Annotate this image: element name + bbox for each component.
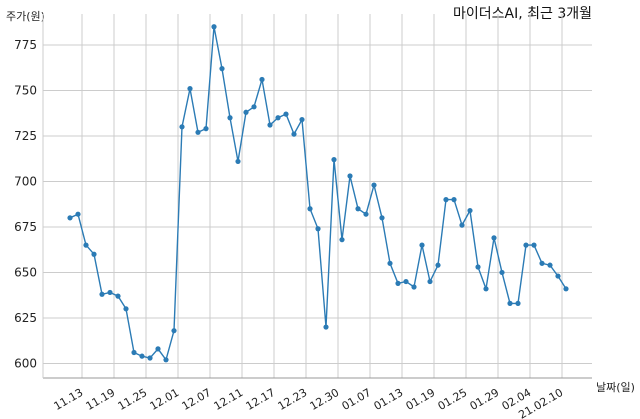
data-point — [307, 206, 313, 212]
x-tick-label: 12.11 — [212, 386, 246, 413]
data-point — [467, 207, 473, 214]
data-point — [403, 278, 409, 285]
y-tick-labels: 600 625 650 675 700 725 750 775 — [14, 38, 37, 371]
y-tick-label: 750 — [14, 83, 37, 97]
data-point — [427, 278, 433, 285]
data-point — [371, 182, 377, 188]
data-point — [259, 76, 265, 83]
y-tick-label: 600 — [14, 356, 37, 370]
data-point — [499, 269, 505, 276]
x-axis-label: 날짜(일) — [596, 381, 635, 394]
data-point — [491, 235, 497, 241]
data-point — [171, 328, 177, 334]
x-tick-label: 01.29 — [468, 386, 502, 413]
data-point — [107, 289, 113, 296]
data-point — [531, 242, 537, 248]
x-tick-label: 12.07 — [180, 386, 214, 413]
data-point — [211, 24, 217, 30]
x-tick-label: 01.13 — [372, 386, 406, 413]
data-point — [387, 260, 393, 266]
data-point — [411, 284, 417, 290]
data-point — [339, 237, 345, 243]
series-line-layer — [69, 26, 567, 362]
data-point — [563, 286, 569, 292]
data-point — [251, 104, 257, 110]
grid — [43, 14, 592, 378]
data-point — [91, 251, 97, 257]
data-point — [539, 260, 545, 266]
data-point — [267, 122, 273, 128]
data-point — [123, 306, 129, 312]
x-tick-label: 01.07 — [340, 386, 374, 413]
x-tick-label: 12.30 — [308, 386, 342, 413]
data-point — [315, 226, 321, 232]
data-point — [483, 286, 489, 292]
chart-title: 마이더스AI, 최근 3개월 — [452, 6, 592, 22]
data-point — [235, 158, 241, 165]
y-tick-label: 675 — [14, 220, 37, 234]
data-point — [515, 300, 521, 306]
data-point — [155, 346, 161, 352]
data-point — [131, 349, 137, 356]
x-tick-label: 12.17 — [244, 386, 278, 413]
data-point — [203, 126, 209, 132]
y-tick-label: 775 — [14, 38, 37, 52]
data-point — [83, 242, 89, 248]
y-tick-label: 700 — [14, 174, 37, 188]
data-point — [475, 264, 481, 270]
data-point — [323, 324, 329, 330]
x-tick-label: 01.25 — [436, 386, 470, 413]
y-tick-label: 625 — [14, 311, 37, 325]
x-tick-labels: 11.1311.1911.2512.0112.0712.1112.1712.23… — [52, 386, 566, 419]
data-points — [67, 24, 569, 363]
series-line — [69, 26, 567, 362]
data-point — [443, 197, 449, 203]
data-point — [227, 115, 233, 121]
data-point — [507, 300, 513, 306]
data-point — [99, 291, 105, 297]
data-point — [147, 355, 153, 361]
data-point — [67, 215, 73, 221]
x-tick-label: 01.19 — [404, 386, 438, 413]
data-point — [459, 222, 465, 228]
x-tick-label: 11.25 — [116, 386, 150, 413]
data-point — [299, 116, 305, 123]
data-point — [395, 280, 401, 286]
data-point — [291, 131, 297, 137]
data-point — [75, 211, 81, 217]
data-point — [547, 262, 553, 268]
data-point — [435, 262, 441, 268]
data-point — [115, 293, 121, 299]
data-point — [163, 357, 169, 363]
data-point — [187, 86, 193, 92]
data-point — [243, 109, 249, 115]
data-point — [355, 206, 361, 212]
data-point — [419, 242, 425, 248]
x-tick-label: 11.13 — [52, 386, 86, 413]
y-tick-label: 650 — [14, 265, 37, 279]
data-point — [195, 129, 201, 135]
data-point — [283, 111, 289, 117]
data-point — [379, 215, 385, 221]
data-point — [179, 124, 185, 130]
data-point — [347, 173, 353, 179]
data-point — [219, 66, 225, 72]
data-point — [451, 197, 457, 203]
data-point — [331, 157, 337, 163]
data-point — [275, 115, 281, 121]
x-tick-label: 12.23 — [276, 386, 310, 413]
y-axis-label: 주가(원) — [6, 10, 45, 23]
data-point — [555, 273, 561, 279]
data-point — [523, 242, 529, 248]
x-tick-label: 11.19 — [84, 386, 118, 413]
x-tick-label: 12.01 — [148, 386, 182, 413]
y-tick-label: 725 — [14, 129, 37, 143]
axes — [42, 14, 592, 379]
data-point — [139, 353, 145, 359]
data-point — [363, 211, 369, 217]
